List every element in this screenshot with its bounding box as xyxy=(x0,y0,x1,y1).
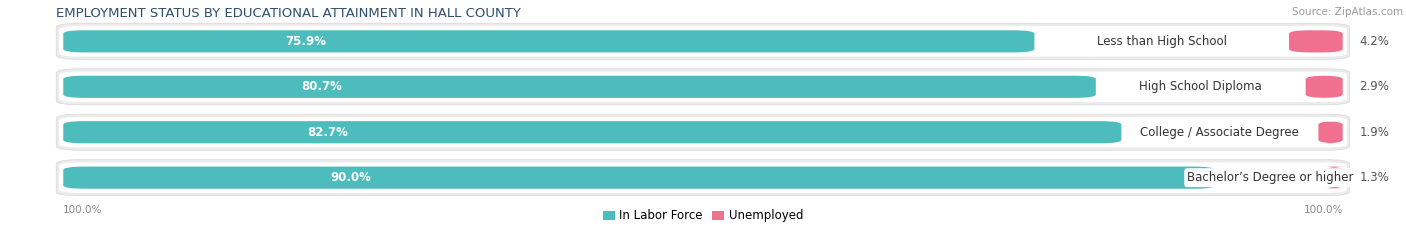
FancyBboxPatch shape xyxy=(59,26,1347,57)
FancyBboxPatch shape xyxy=(59,162,1347,193)
Text: 75.9%: 75.9% xyxy=(285,35,326,48)
Text: 2.9%: 2.9% xyxy=(1360,80,1389,93)
Text: High School Diploma: High School Diploma xyxy=(1139,80,1263,93)
Text: 1.3%: 1.3% xyxy=(1360,171,1389,184)
FancyBboxPatch shape xyxy=(1322,167,1347,189)
Text: College / Associate Degree: College / Associate Degree xyxy=(1140,126,1299,139)
FancyBboxPatch shape xyxy=(1306,76,1343,98)
Text: 90.0%: 90.0% xyxy=(330,171,371,184)
Text: 4.2%: 4.2% xyxy=(1360,35,1389,48)
FancyBboxPatch shape xyxy=(63,76,1095,98)
FancyBboxPatch shape xyxy=(63,30,1035,52)
Text: 82.7%: 82.7% xyxy=(308,126,349,139)
Text: 1.9%: 1.9% xyxy=(1360,126,1389,139)
FancyBboxPatch shape xyxy=(1289,30,1343,52)
FancyBboxPatch shape xyxy=(56,23,1350,59)
FancyBboxPatch shape xyxy=(63,121,1122,143)
Text: 80.7%: 80.7% xyxy=(301,80,342,93)
Text: 100.0%: 100.0% xyxy=(1303,205,1343,215)
Text: Less than High School: Less than High School xyxy=(1097,35,1226,48)
FancyBboxPatch shape xyxy=(56,114,1350,150)
Text: Source: ZipAtlas.com: Source: ZipAtlas.com xyxy=(1292,7,1403,17)
FancyBboxPatch shape xyxy=(56,69,1350,105)
FancyBboxPatch shape xyxy=(59,72,1347,102)
Text: 100.0%: 100.0% xyxy=(63,205,103,215)
FancyBboxPatch shape xyxy=(59,117,1347,147)
FancyBboxPatch shape xyxy=(1319,121,1343,143)
FancyBboxPatch shape xyxy=(63,167,1215,189)
Text: EMPLOYMENT STATUS BY EDUCATIONAL ATTAINMENT IN HALL COUNTY: EMPLOYMENT STATUS BY EDUCATIONAL ATTAINM… xyxy=(56,7,522,20)
FancyBboxPatch shape xyxy=(56,160,1350,196)
Text: Bachelor’s Degree or higher: Bachelor’s Degree or higher xyxy=(1187,171,1354,184)
Legend: In Labor Force, Unemployed: In Labor Force, Unemployed xyxy=(598,205,808,227)
